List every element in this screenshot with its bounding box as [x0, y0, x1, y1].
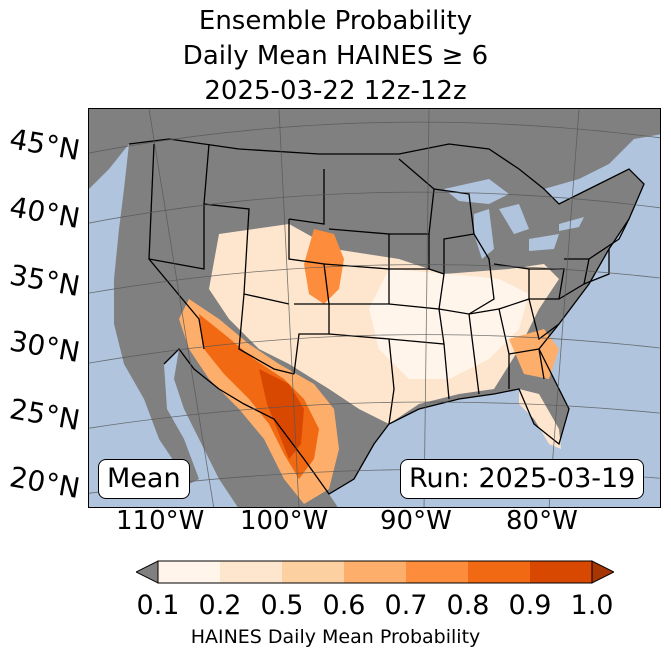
- graticule: [89, 109, 660, 507]
- run-label-box: Run: 2025-03-19: [400, 459, 645, 499]
- map-canvas: [89, 109, 660, 507]
- colorbar-segment: [530, 561, 593, 583]
- colorbar-segment: [344, 561, 407, 583]
- colorbar-tick-6: 0.9: [508, 590, 552, 621]
- lon-label-80: 80°W: [506, 506, 578, 536]
- stat-label-box: Mean: [98, 459, 190, 499]
- great-lakes: [444, 179, 584, 259]
- lat-label-25: 25°N: [7, 392, 83, 438]
- colorbar-tick-7: 1.0: [570, 590, 614, 621]
- state-boundaries: [128, 138, 645, 495]
- colorbar-segment: [468, 561, 531, 583]
- lat-label-35: 35°N: [7, 258, 83, 304]
- lat-label-30: 30°N: [7, 324, 83, 370]
- colorbar: [136, 560, 614, 584]
- lon-label-100: 100°W: [240, 506, 329, 536]
- colorbar-tick-5: 0.8: [446, 590, 490, 621]
- colorbar-segment: [282, 561, 345, 583]
- prob-field-southeast: [509, 329, 559, 379]
- colorbar-tick-2: 0.5: [260, 590, 304, 621]
- colorbar-tick-1: 0.2: [198, 590, 242, 621]
- title-line-3: 2025-03-22 12z-12z: [204, 76, 467, 106]
- canada-landmass: [89, 109, 660, 189]
- colorbar-segment: [158, 561, 221, 583]
- lat-label-40: 40°N: [7, 190, 83, 236]
- map-panel: [88, 108, 661, 508]
- prob-field-lowest: [369, 269, 529, 379]
- colorbar-label: HAINES Daily Mean Probability: [190, 626, 481, 648]
- colorbar-tick-3: 0.6: [322, 590, 366, 621]
- colorbar-tick-4: 0.7: [384, 590, 428, 621]
- lat-label-20: 20°N: [7, 460, 83, 506]
- colorbar-tick-0: 0.1: [136, 590, 180, 621]
- colorbar-over-arrow: [591, 560, 614, 584]
- title-line-2: Daily Mean HAINES ≥ 6: [182, 41, 489, 71]
- colorbar-segment: [220, 561, 283, 583]
- lat-label-45: 45°N: [7, 122, 83, 168]
- lon-label-90: 90°W: [380, 506, 452, 536]
- title-line-1: Ensemble Probability: [198, 6, 473, 36]
- lon-label-110: 110°W: [116, 506, 205, 536]
- colorbar-segment: [406, 561, 469, 583]
- colorbar-under-arrow: [136, 560, 159, 584]
